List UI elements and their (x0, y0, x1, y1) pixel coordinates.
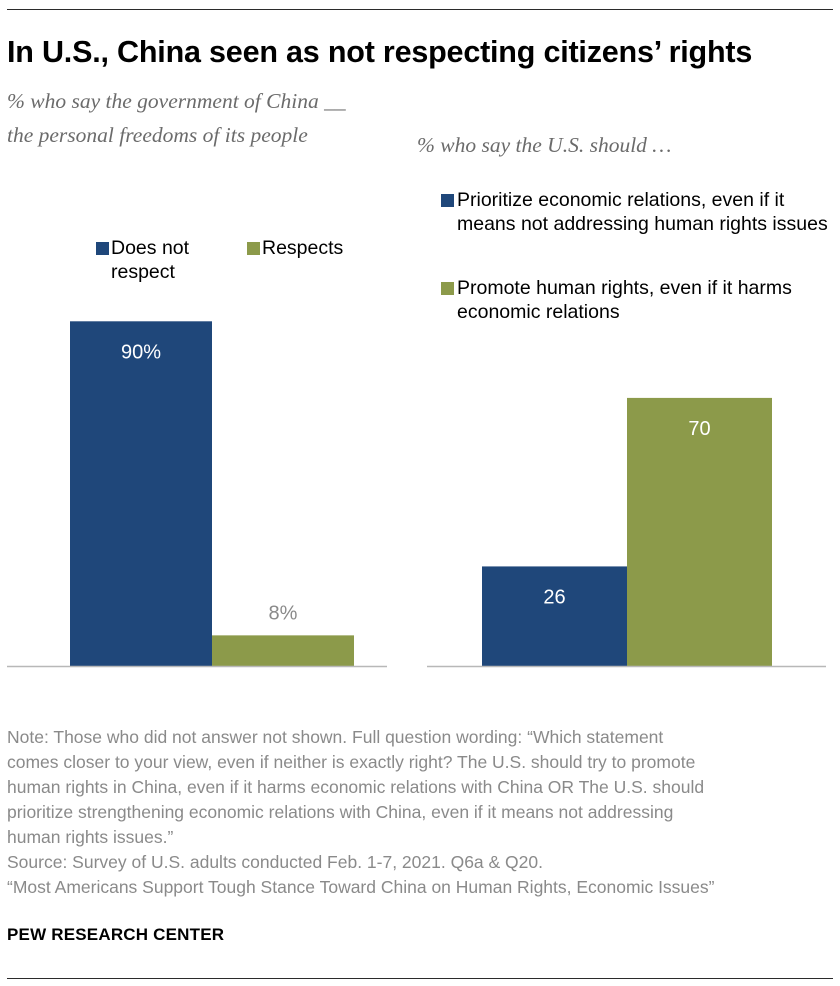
note-line: human rights in China, even if it harms … (7, 777, 705, 797)
bar-left-0 (70, 321, 212, 666)
note-line: comes closer to your view, even if neith… (7, 752, 696, 772)
bar-right-0 (482, 566, 627, 666)
left-chart-subtitle: % who say the government of China __ the… (7, 89, 346, 147)
note-line: human rights issues.” (7, 827, 174, 847)
brand-logo-text: PEW RESEARCH CENTER (7, 925, 225, 944)
report-title: “Most Americans Support Tough Stance Tow… (7, 877, 715, 897)
legend-label-does-not-respect: Does not respect (111, 237, 190, 283)
data-label-right-0: 26 (543, 586, 565, 608)
bar-left-1 (212, 635, 354, 666)
data-label-left-0: 90% (121, 341, 161, 363)
data-label-left-1: 8% (269, 602, 298, 624)
legend-swatch-promote-rights (441, 282, 454, 295)
footnote: Note: Those who did not answer not shown… (7, 725, 833, 900)
chart-title: In U.S., China seen as not respecting ci… (7, 35, 753, 69)
bottom-rule (7, 978, 833, 979)
legend-swatch-respects (247, 242, 260, 255)
legend-swatch-does-not-respect (96, 242, 109, 255)
data-label-right-1: 70 (688, 418, 710, 440)
legend-swatch-prioritize-economic (441, 194, 454, 207)
note-line: prioritize strengthening economic relati… (7, 802, 674, 822)
top-rule (7, 9, 833, 10)
source-line: Source: Survey of U.S. adults conducted … (7, 852, 543, 872)
right-chart-subtitle: % who say the U.S. should … (417, 133, 672, 157)
legend-label-prioritize-economic: Prioritize economic relations, even if i… (457, 189, 828, 235)
legend-label-respects: Respects (262, 237, 344, 259)
bar-right-1 (627, 397, 772, 666)
legend-label-promote-rights: Promote human rights, even if it harms e… (457, 277, 792, 323)
note-line: Note: Those who did not answer not shown… (7, 727, 664, 747)
